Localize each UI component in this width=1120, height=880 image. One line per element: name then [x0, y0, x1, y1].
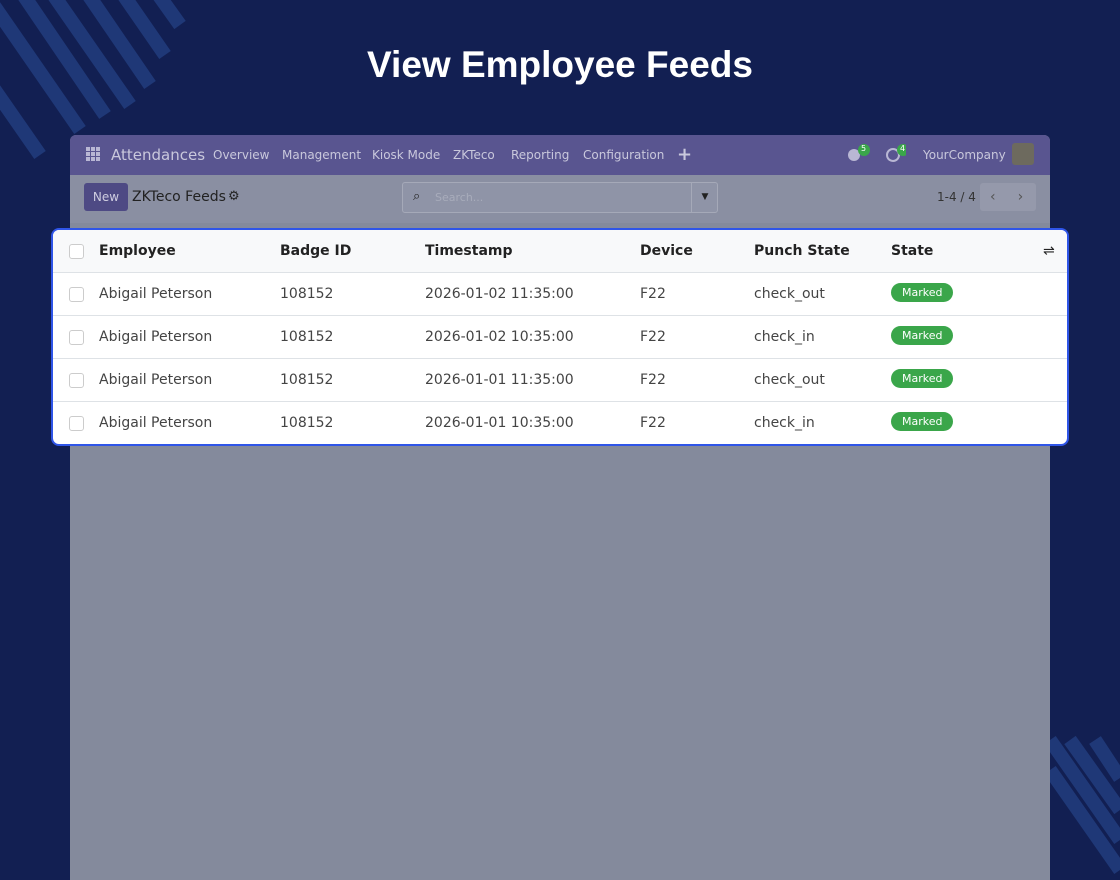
- state-badge: Marked: [891, 283, 954, 302]
- state-badge: Marked: [891, 412, 954, 431]
- company[interactable]: YourCompany: [923, 148, 1006, 162]
- column-header[interactable]: Employee: [99, 243, 176, 259]
- cell: Abigail Peterson: [99, 286, 213, 302]
- cell: F22: [640, 329, 666, 345]
- table-row[interactable]: Abigail Peterson 108152 2026-01-02 11:35:0…: [53, 272, 1067, 316]
- row-checkbox[interactable]: [69, 330, 84, 345]
- cell: Abigail Peterson: [99, 372, 213, 388]
- list-table: Employee Badge ID Timestamp Device Punch Sta…: [51, 228, 1069, 446]
- cell: Abigail Peterson: [99, 415, 213, 431]
- cell: Abigail Peterson: [99, 329, 213, 345]
- cell: check_out: [754, 286, 825, 302]
- pager-buttons[interactable]: ‹ ›: [980, 183, 1036, 211]
- app-name[interactable]: Attendances: [111, 146, 206, 164]
- avatar[interactable]: [1012, 143, 1034, 165]
- row-checkbox[interactable]: [69, 287, 84, 302]
- state-badge: Marked: [891, 326, 954, 345]
- table-row[interactable]: Abigail Peterson 108152 2026-01-01 11:35:0…: [53, 358, 1067, 402]
- breadcrumb: ZKTeco Feeds: [132, 189, 226, 205]
- page-title: View Employee Feeds: [367, 44, 753, 85]
- navbar: Attendances + 5 4 YourCompany Overview Ma…: [70, 135, 1050, 175]
- cell: check_out: [754, 372, 825, 388]
- cell: F22: [640, 415, 666, 431]
- select-all-checkbox[interactable]: [69, 244, 84, 259]
- nav-menu-item[interactable]: Overview: [213, 148, 270, 162]
- cell: 2026-01-01 10:35:00: [425, 415, 574, 431]
- nav-menu-item[interactable]: Management: [282, 148, 362, 162]
- cell: 2026-01-02 11:35:00: [425, 286, 574, 302]
- pager: 1-4 / 4: [937, 190, 976, 204]
- cell: 108152: [280, 415, 334, 431]
- column-header[interactable]: Badge ID: [280, 243, 352, 259]
- new-button[interactable]: New: [84, 183, 128, 211]
- add-menu[interactable]: +: [677, 144, 693, 165]
- cell: F22: [640, 286, 666, 302]
- activities-count[interactable]: 4: [900, 144, 906, 153]
- row-checkbox[interactable]: [69, 416, 84, 431]
- row-checkbox[interactable]: [69, 373, 84, 388]
- state-badge: Marked: [891, 369, 954, 388]
- settings-gear[interactable]: ⚙: [228, 189, 240, 204]
- cell: F22: [640, 372, 666, 388]
- cell: 108152: [280, 372, 334, 388]
- column-header[interactable]: Device: [640, 243, 693, 259]
- nav-menu-item[interactable]: ZKTeco: [453, 148, 495, 162]
- cell: check_in: [754, 329, 815, 345]
- control-panel: New ZKTeco Feeds ⚙ ⌕ Search... ▼ 1-4 / 4…: [70, 175, 1050, 223]
- cell: 2026-01-01 11:35:00: [425, 372, 574, 388]
- column-header[interactable]: State: [891, 243, 934, 259]
- nav-menu-item[interactable]: Kiosk Mode: [372, 148, 441, 162]
- search-box[interactable]: ⌕ Search... ▼: [402, 182, 718, 213]
- apps-icon[interactable]: [86, 147, 101, 162]
- cell: 108152: [280, 286, 334, 302]
- optional-columns-toggle[interactable]: ⇌: [1043, 243, 1055, 259]
- cell: check_in: [754, 415, 815, 431]
- nav-menu-item[interactable]: Reporting: [511, 148, 570, 162]
- column-header[interactable]: Punch State: [754, 243, 850, 259]
- header-row: Employee Badge ID Timestamp Device Punch Sta…: [53, 230, 1067, 272]
- cell: 2026-01-02 10:35:00: [425, 329, 574, 345]
- systray-icons: [848, 144, 906, 162]
- cell: 108152: [280, 329, 334, 345]
- search-placeholder: Search...: [435, 191, 484, 204]
- column-header[interactable]: Timestamp: [425, 243, 513, 259]
- table-row[interactable]: Abigail Peterson 108152 2026-01-01 10:35:0…: [53, 401, 1067, 444]
- nav-menu-item[interactable]: Configuration: [583, 148, 665, 162]
- messages-count[interactable]: 5: [861, 144, 867, 153]
- table-row[interactable]: Abigail Peterson 108152 2026-01-02 10:35:0…: [53, 315, 1067, 359]
